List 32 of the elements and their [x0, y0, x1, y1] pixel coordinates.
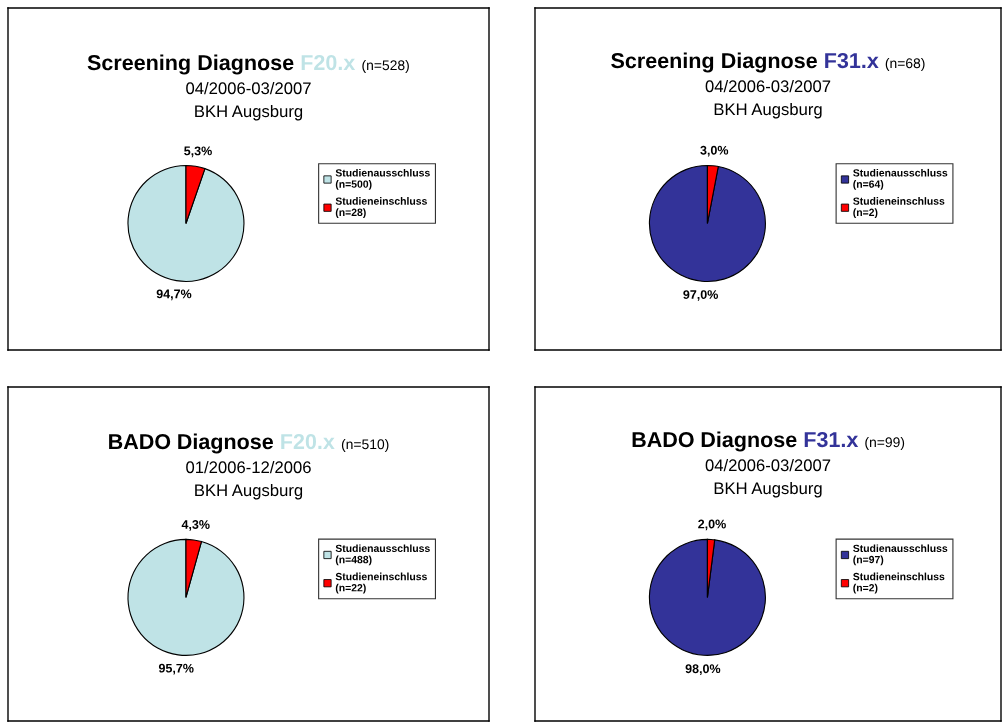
pie-slice — [127, 538, 245, 656]
data-label: 5,3% — [184, 146, 212, 158]
text: BKH Augsburg — [714, 102, 822, 119]
legend-label: Studienausschluss (n=64) — [853, 168, 948, 190]
chart-subtitle: 01/2006-12/2006 — [186, 460, 311, 474]
chart-subtitle: 04/2006-03/2007 — [705, 79, 831, 93]
pie-slice — [127, 164, 245, 283]
data-label: 95,7% — [158, 663, 194, 675]
chart-subtitle: 04/2006-03/2007 — [186, 81, 311, 95]
data-label: 97,0% — [683, 290, 718, 301]
text: BKH Augsburg — [714, 481, 822, 498]
legend-label: Studieneinschluss (n=28) — [335, 197, 427, 219]
legend-label: Studieneinschluss (n=2) — [853, 572, 945, 594]
chart-title: Screening Diagnose F31.x (n=68) — [611, 52, 925, 73]
data-label: 2,0% — [698, 519, 726, 531]
pie-slice — [648, 538, 766, 656]
chart-subtitle: 04/2006-03/2007 — [705, 458, 831, 472]
data-label: 4,3% — [181, 520, 210, 531]
legend-label: Studienausschluss (n=500) — [335, 168, 430, 190]
data-label: 3,0% — [700, 145, 729, 157]
data-label: 98,0% — [685, 664, 721, 675]
chart-title: BADO Diagnose F31.x (n=99) — [632, 431, 905, 452]
chart-title: Screening Diagnose F20.x (n=528) — [87, 54, 409, 75]
legend-label: Studieneinschluss (n=2) — [853, 197, 945, 219]
data-label: 94,7% — [156, 289, 192, 301]
legend-label: Studienausschluss (n=97) — [853, 544, 948, 566]
legend-label: Studieneinschluss (n=22) — [335, 572, 427, 594]
text: BKH Augsburg — [195, 483, 303, 500]
chart-title: BADO Diagnose F20.x (n=510) — [109, 433, 389, 454]
legend-label: Studienausschluss (n=488) — [335, 544, 430, 566]
pie-slice — [648, 164, 766, 283]
text: BKH Augsburg — [195, 104, 303, 121]
